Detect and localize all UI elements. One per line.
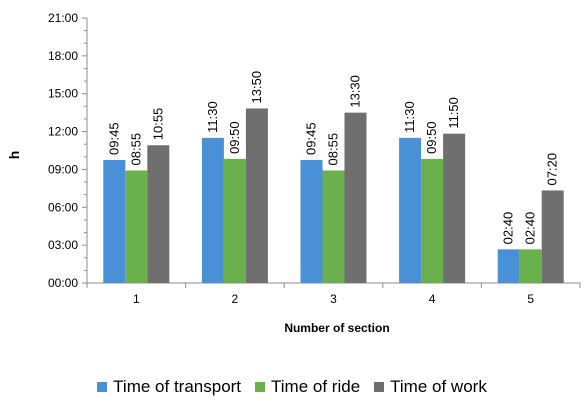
legend-label: Time of work bbox=[390, 377, 487, 396]
data-label: 11:50 bbox=[446, 97, 461, 129]
bar bbox=[541, 190, 564, 283]
data-label: 13:50 bbox=[249, 71, 264, 104]
y-tick-label: 00:00 bbox=[48, 276, 78, 290]
data-label: 08:55 bbox=[326, 133, 341, 166]
y-tick-label: 15:00 bbox=[48, 87, 78, 101]
x-axis: 1 2 3 4 5 bbox=[86, 282, 581, 306]
bar bbox=[421, 158, 444, 283]
bars bbox=[103, 108, 564, 284]
legend-item: Time of work bbox=[374, 377, 487, 397]
legend-item: Time of transport bbox=[97, 377, 241, 397]
x-tick-label: 4 bbox=[429, 292, 436, 306]
legend-swatch bbox=[97, 382, 108, 392]
bar bbox=[201, 137, 224, 283]
data-label: 07:20 bbox=[545, 153, 560, 186]
data-label: 02:40 bbox=[501, 212, 516, 245]
bar bbox=[399, 137, 422, 283]
data-label: 02:40 bbox=[523, 212, 538, 245]
legend-item: Time of ride bbox=[255, 377, 360, 397]
data-label: 11:30 bbox=[402, 101, 417, 133]
bar bbox=[322, 170, 345, 283]
x-axis-title: Number of section bbox=[284, 321, 389, 335]
y-axis: 00:00 03:00 06:00 09:00 12:00 15:00 18:00 21:00 bbox=[48, 11, 88, 290]
legend-label: Time of ride bbox=[271, 377, 361, 396]
data-label: 09:50 bbox=[424, 121, 439, 154]
data-labels: 09:45 11:30 09:45 11:30 02:40 08:55 09:50 08:55… bbox=[106, 71, 559, 244]
y-tick-label: 06:00 bbox=[48, 200, 78, 214]
legend-label: Time of transport bbox=[113, 377, 242, 396]
data-label: 09:45 bbox=[304, 122, 319, 155]
bar bbox=[300, 159, 323, 283]
y-axis-title: h bbox=[6, 151, 22, 160]
x-tick-label: 5 bbox=[527, 292, 534, 306]
data-label: 08:55 bbox=[128, 133, 143, 166]
bar bbox=[245, 108, 268, 284]
legend: Time of transport Time of ride Time of wor… bbox=[0, 376, 584, 398]
bar bbox=[223, 158, 246, 283]
y-tick-label: 12:00 bbox=[48, 125, 78, 139]
y-tick-label: 09:00 bbox=[48, 162, 78, 176]
data-label: 10:55 bbox=[150, 108, 165, 141]
x-tick-label: 3 bbox=[330, 292, 337, 306]
y-tick-label: 03:00 bbox=[48, 238, 78, 252]
data-label: 09:45 bbox=[106, 122, 121, 155]
bar bbox=[344, 112, 367, 284]
data-label: 11:30 bbox=[205, 101, 220, 133]
bar bbox=[519, 249, 542, 283]
bar bbox=[443, 133, 466, 283]
x-tick-label: 2 bbox=[232, 292, 239, 306]
bar bbox=[497, 249, 520, 283]
data-label: 13:30 bbox=[348, 75, 363, 108]
x-tick-label: 1 bbox=[133, 292, 140, 306]
y-tick-label: 21:00 bbox=[48, 11, 78, 25]
bar-chart: 00:00 03:00 06:00 09:00 12:00 15:00 18:00 21:00… bbox=[6, 11, 581, 335]
bar bbox=[103, 159, 126, 283]
bar bbox=[147, 145, 170, 283]
data-label: 09:50 bbox=[227, 121, 242, 154]
y-tick-label: 18:00 bbox=[48, 49, 78, 63]
legend-swatch bbox=[374, 382, 385, 392]
bar bbox=[125, 170, 148, 283]
legend-swatch bbox=[255, 382, 266, 392]
